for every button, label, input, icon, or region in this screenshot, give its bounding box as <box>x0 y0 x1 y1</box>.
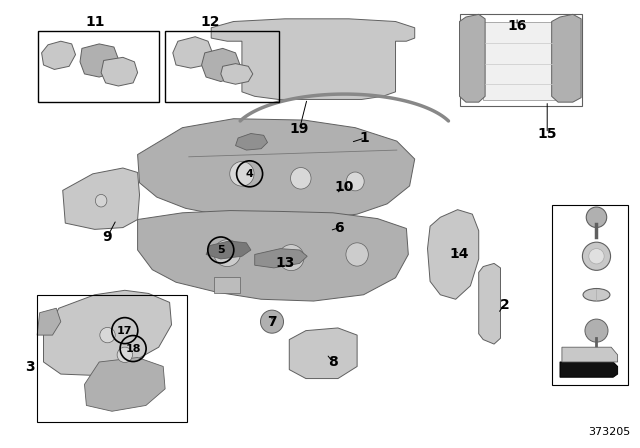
Polygon shape <box>221 64 253 84</box>
Circle shape <box>260 310 284 333</box>
Bar <box>165 31 279 102</box>
Bar <box>38 31 159 102</box>
Text: 10: 10 <box>335 180 354 194</box>
Polygon shape <box>101 57 138 86</box>
Polygon shape <box>202 48 240 82</box>
Ellipse shape <box>230 161 254 186</box>
Polygon shape <box>236 134 268 150</box>
Ellipse shape <box>278 245 304 271</box>
Text: 8: 8 <box>328 355 338 369</box>
Text: 19: 19 <box>290 122 309 136</box>
Ellipse shape <box>346 172 364 191</box>
Text: 1: 1 <box>360 131 370 145</box>
Text: 5: 5 <box>217 245 225 255</box>
Bar <box>552 205 628 385</box>
Polygon shape <box>80 44 118 77</box>
Circle shape <box>100 327 115 343</box>
Ellipse shape <box>346 243 369 266</box>
Polygon shape <box>42 41 76 69</box>
Polygon shape <box>211 19 415 99</box>
Text: 6: 6 <box>334 220 344 235</box>
Polygon shape <box>44 290 172 375</box>
Circle shape <box>589 249 604 264</box>
Text: 373205: 373205 <box>588 427 630 437</box>
Polygon shape <box>37 308 61 335</box>
Text: 7: 7 <box>267 314 277 329</box>
Circle shape <box>585 319 608 342</box>
Polygon shape <box>479 263 500 344</box>
Text: 13: 13 <box>275 256 294 271</box>
Text: 15: 15 <box>538 126 557 141</box>
Text: 2: 2 <box>499 297 509 312</box>
Ellipse shape <box>291 168 311 189</box>
Polygon shape <box>460 14 485 102</box>
Ellipse shape <box>214 240 241 267</box>
Text: 12: 12 <box>200 14 220 29</box>
Circle shape <box>586 207 607 228</box>
Polygon shape <box>173 37 212 68</box>
Polygon shape <box>562 347 618 362</box>
Polygon shape <box>84 358 165 411</box>
Polygon shape <box>289 328 357 379</box>
Polygon shape <box>206 241 251 259</box>
Ellipse shape <box>95 194 107 207</box>
Text: 14: 14 <box>450 247 469 262</box>
Bar <box>483 22 555 100</box>
Polygon shape <box>428 210 479 299</box>
Bar <box>460 14 582 106</box>
Text: 17: 17 <box>117 326 132 336</box>
Circle shape <box>117 347 132 362</box>
Bar <box>37 295 187 422</box>
Polygon shape <box>138 211 408 301</box>
Polygon shape <box>138 119 415 220</box>
Polygon shape <box>63 168 140 229</box>
Text: 18: 18 <box>125 344 141 353</box>
Polygon shape <box>255 249 307 268</box>
Text: 9: 9 <box>102 229 113 244</box>
Bar <box>214 277 240 293</box>
Text: 16: 16 <box>508 19 527 33</box>
Ellipse shape <box>583 289 610 301</box>
Polygon shape <box>560 362 618 377</box>
Circle shape <box>582 242 611 270</box>
Text: 4: 4 <box>246 169 253 179</box>
Polygon shape <box>552 14 581 102</box>
Text: 3: 3 <box>25 360 35 375</box>
Text: 11: 11 <box>85 14 104 29</box>
